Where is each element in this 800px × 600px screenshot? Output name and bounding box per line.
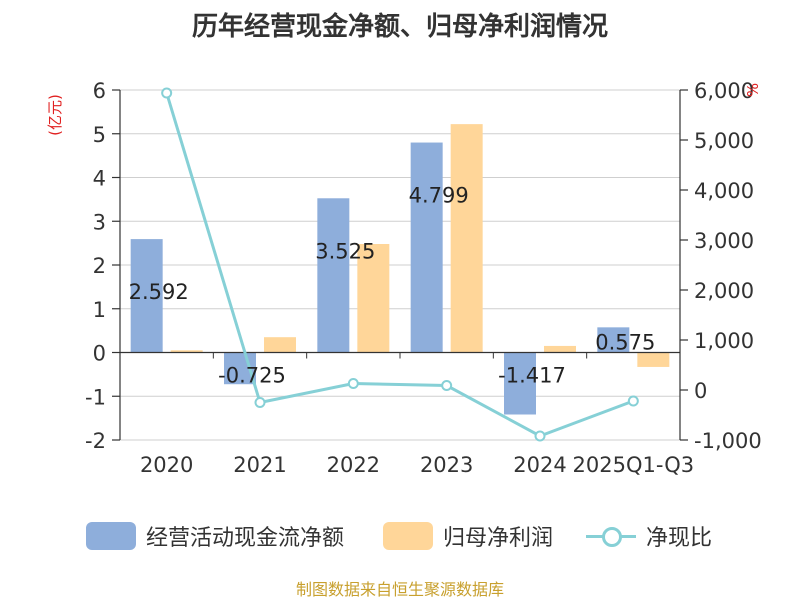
x-tick-label: 2023	[420, 453, 473, 477]
x-tick-label: 2022	[327, 453, 380, 477]
bar-net-profit	[450, 124, 483, 353]
x-tick-label: 2024	[513, 453, 566, 477]
data-label-operating-cash-flow: -0.725	[218, 364, 286, 388]
bar-operating-cash-flow	[597, 327, 630, 353]
bar-net-profit	[544, 345, 576, 353]
y-right-tick-label: 6,000	[694, 79, 754, 103]
x-tick-label: 2020	[140, 453, 193, 477]
data-label-operating-cash-flow: 0.575	[595, 330, 655, 354]
y-left-tick-label: 6	[93, 79, 106, 103]
y-left-tick-label: 2	[93, 254, 106, 278]
y-left-tick-label: 4	[93, 167, 106, 191]
legend-swatch-net-profit	[383, 522, 433, 550]
y-left-tick-label: 5	[93, 123, 106, 147]
point-cash-ratio	[441, 380, 453, 391]
y-left-axis-title: (亿元)	[46, 94, 64, 136]
bar-operating-cash-flow	[410, 142, 443, 353]
y-right-tick-label: 3,000	[694, 229, 754, 253]
bar-net-profit	[170, 350, 203, 353]
y-left-tick-label: 0	[93, 342, 106, 366]
legend-item-net-profit[interactable]: 归母净利润	[383, 518, 553, 554]
legend-item-cash-ratio[interactable]: 净现比	[586, 518, 712, 554]
point-cash-ratio	[347, 378, 359, 389]
legend-label-net-profit: 归母净利润	[443, 526, 554, 551]
bar-net-profit	[357, 244, 390, 353]
bar-operating-cash-flow	[317, 198, 350, 353]
line-cash-ratio	[165, 92, 634, 438]
legend-item-operating-cash-flow[interactable]: 经营活动现金流净额	[86, 518, 344, 554]
y-right-tick-label: 4,000	[694, 179, 754, 203]
chart-title: 历年经营现金净额、归母净利润情况	[191, 12, 608, 42]
x-tick-label: 2025Q1-Q3	[573, 453, 695, 477]
point-cash-ratio	[254, 397, 266, 408]
y-left-tick-label: -2	[85, 429, 106, 453]
data-label-operating-cash-flow: 3.525	[315, 239, 375, 263]
data-label-operating-cash-flow: -1.417	[498, 364, 566, 388]
y-right-tick-label: 2,000	[694, 279, 754, 303]
y-left-tick-label: 1	[93, 298, 106, 322]
chart-legend: 经营活动现金流净额 归母净利润 净现比	[0, 518, 800, 554]
bar-operating-cash-flow	[130, 239, 163, 353]
legend-label-cash-ratio: 净现比	[646, 526, 713, 551]
point-cash-ratio	[534, 430, 546, 442]
y-right-tick-label: 1,000	[694, 329, 754, 353]
point-cash-ratio	[627, 395, 639, 407]
y-left-tick-label: 3	[93, 210, 106, 234]
data-label-operating-cash-flow: 2.592	[129, 280, 189, 304]
data-label-operating-cash-flow: 4.799	[409, 184, 469, 208]
y-right-tick-label: 5,000	[694, 129, 754, 153]
bar-net-profit	[637, 352, 670, 367]
point-cash-ratio	[161, 87, 173, 99]
y-right-tick-label: -1,000	[694, 429, 762, 453]
source-note: 制图数据来自恒生聚源数据库	[295, 580, 504, 599]
y-right-axis-title: %	[744, 83, 762, 97]
legend-label-operating-cash-flow: 经营活动现金流净额	[146, 526, 345, 551]
bar-net-profit	[264, 337, 296, 353]
legend-swatch-operating-cash-flow	[86, 522, 136, 550]
y-right-tick-label: 0	[694, 379, 707, 403]
bar-operating-cash-flow	[504, 352, 536, 415]
y-left-tick-label: -1	[85, 385, 106, 409]
legend-line-cash-ratio	[586, 522, 636, 550]
x-tick-label: 2021	[233, 453, 286, 477]
